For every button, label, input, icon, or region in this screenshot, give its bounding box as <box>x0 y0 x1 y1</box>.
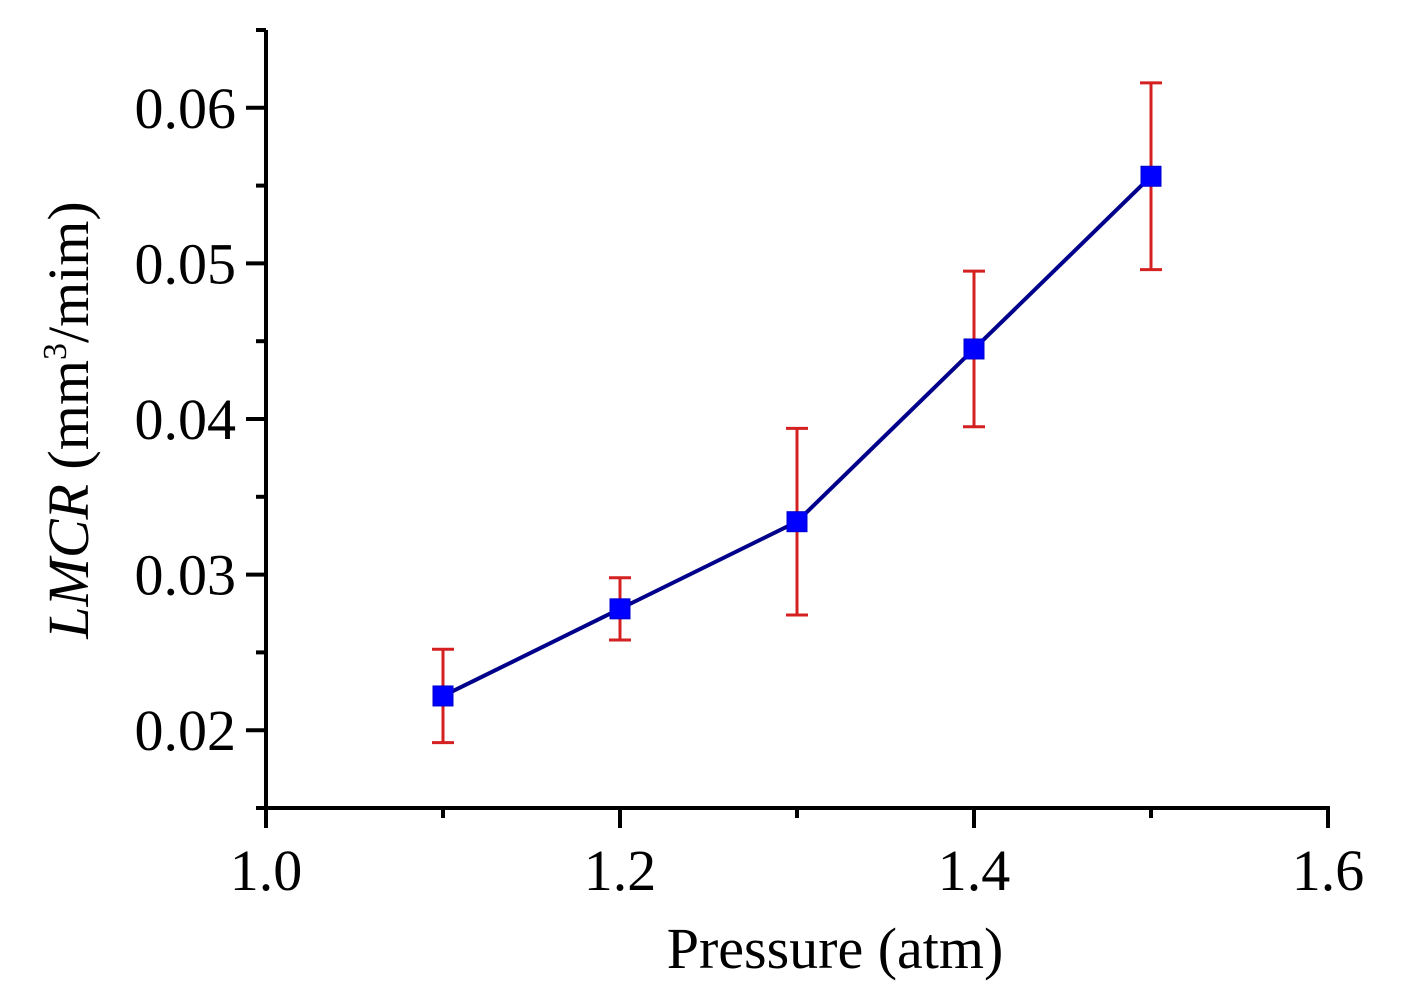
x-axis-title: Pressure (atm) <box>667 916 1004 981</box>
x-tick-label: 1.6 <box>1292 838 1365 903</box>
x-tick-labels: 1.0 1.2 1.4 1.6 <box>230 838 1365 903</box>
y-axis-title-unit-suffix: /mim) <box>36 201 101 343</box>
y-tick-labels: 0.02 0.03 0.04 0.05 0.06 <box>135 76 237 763</box>
plot-area: 1.0 1.2 1.4 1.6 0.02 0.03 0.04 0.05 0.06 <box>135 28 1365 903</box>
y-tick-label: 0.04 <box>135 387 237 452</box>
data-point-marker <box>1140 165 1162 187</box>
x-tick-label: 1.4 <box>938 838 1011 903</box>
data-point-marker <box>963 338 985 360</box>
x-tick-label: 1.0 <box>230 838 303 903</box>
data-point-marker <box>786 511 808 533</box>
y-tick-label: 0.06 <box>135 76 237 141</box>
data-point-marker <box>609 598 631 620</box>
y-axis-title-unit: (mm <box>36 360 101 484</box>
y-axis-title-sup: 3 <box>37 343 74 360</box>
data-point-marker <box>432 685 454 707</box>
y-axis-title-italic: LMCR <box>36 484 101 640</box>
x-tick-label: 1.2 <box>584 838 657 903</box>
y-tick-label: 0.02 <box>135 698 237 763</box>
y-tick-label: 0.05 <box>135 231 237 296</box>
data-markers <box>432 165 1162 707</box>
axis-ticks <box>246 28 1330 828</box>
error-bars <box>432 81 1162 745</box>
y-tick-label: 0.03 <box>135 543 237 608</box>
y-axis-title: LMCR (mm3/mim) <box>36 201 101 640</box>
